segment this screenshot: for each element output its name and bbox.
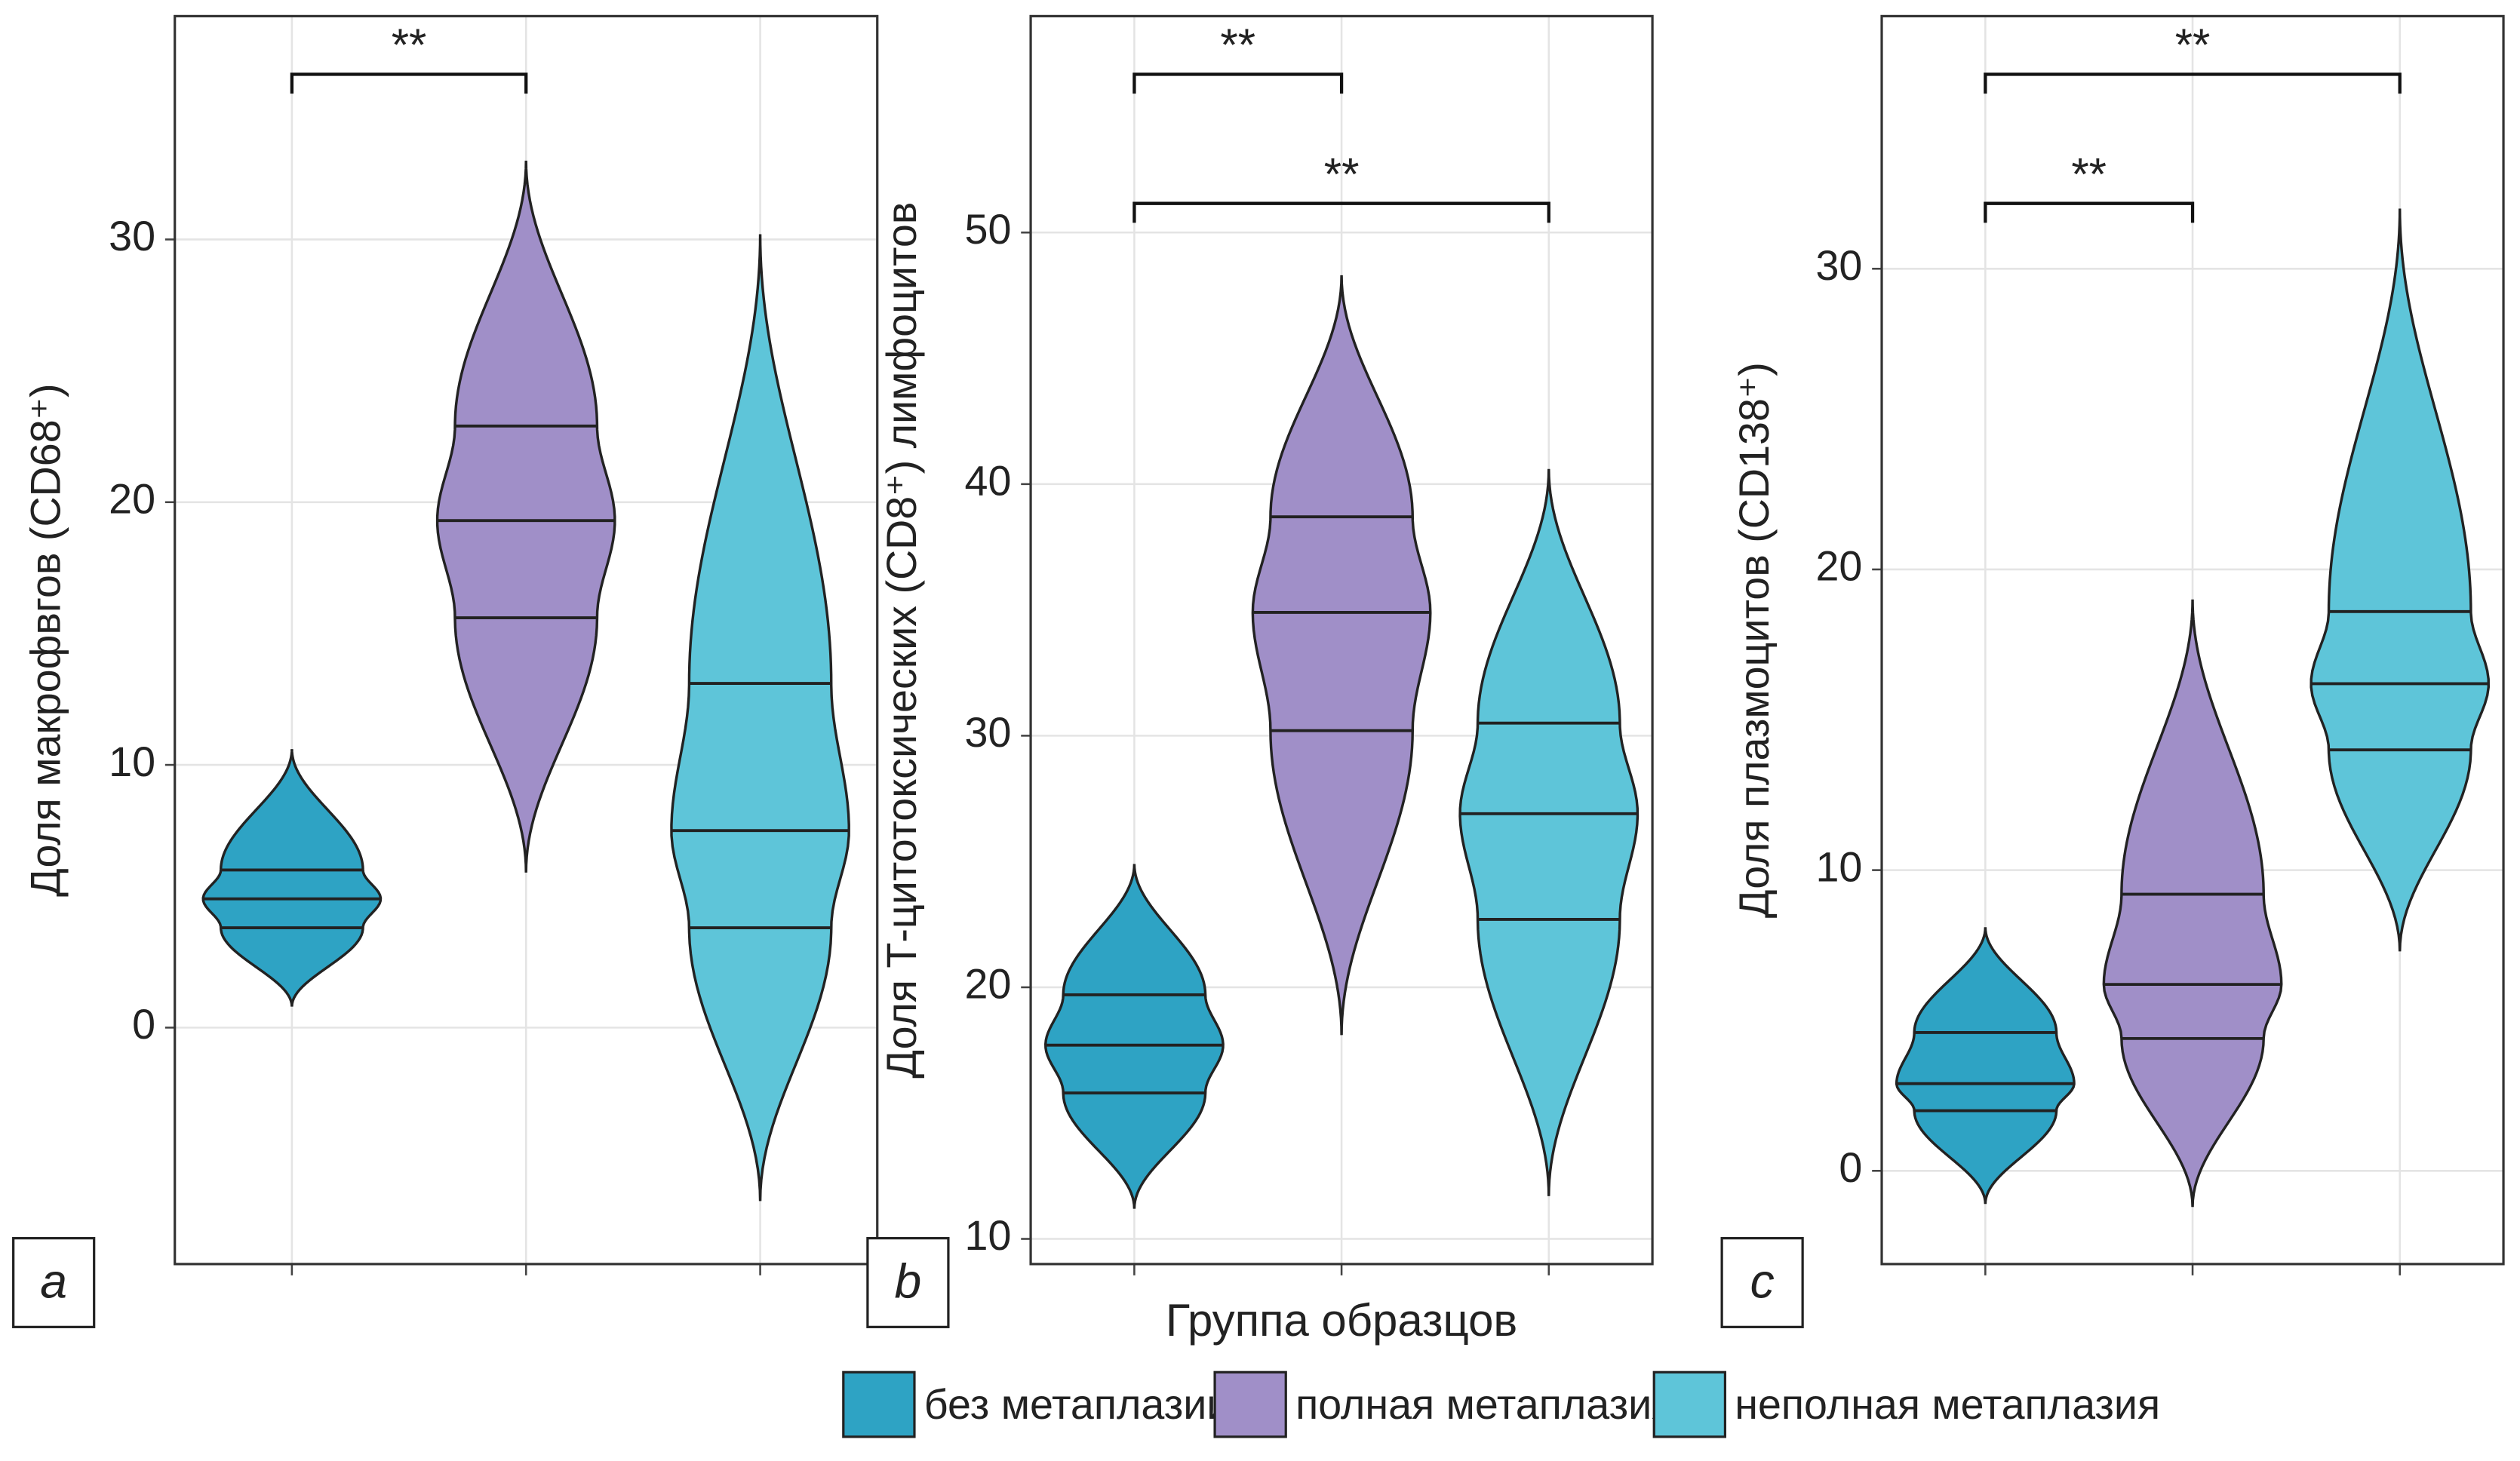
panel-label: a xyxy=(40,1254,67,1309)
x-axis-label: Группа образцов xyxy=(1166,1295,1517,1346)
significance-label: ** xyxy=(1220,20,1255,70)
y-tick-label: 50 xyxy=(965,206,1012,253)
y-tick-label: 10 xyxy=(965,1212,1012,1259)
significance-bracket xyxy=(1984,201,2195,223)
y-tick-label: 20 xyxy=(1815,543,1862,590)
significance-bracket xyxy=(1984,72,2402,94)
y-tick-label: 40 xyxy=(965,458,1012,505)
legend-label: неполная метаплазия xyxy=(1735,1381,2160,1428)
y-axis-label: Доля макрофвгов (CD68⁺) xyxy=(22,383,69,896)
y-axis-label: Доля Т-цитотоксических (CD8⁺) лимфоцитов xyxy=(878,202,925,1079)
significance-label: ** xyxy=(392,20,427,70)
legend-swatch xyxy=(1213,1370,1287,1438)
violin xyxy=(1251,275,1432,1036)
legend-label: без метаплазии xyxy=(924,1381,1231,1428)
y-tick-label: 30 xyxy=(109,213,155,259)
panel-label: c xyxy=(1750,1254,1775,1309)
panel-label-box xyxy=(866,1237,950,1328)
legend-swatch xyxy=(1652,1370,1727,1438)
significance-label: ** xyxy=(1324,149,1360,199)
y-tick-label: 10 xyxy=(109,738,155,785)
y-tick-label: 0 xyxy=(1839,1144,1862,1191)
panel-label-box xyxy=(12,1237,96,1328)
significance-bracket xyxy=(1132,72,1344,94)
significance-bracket xyxy=(290,72,528,94)
y-tick-label: 30 xyxy=(965,709,1012,756)
y-tick-label: 20 xyxy=(109,475,155,522)
violin xyxy=(2102,599,2283,1208)
legend-swatch xyxy=(842,1370,916,1438)
y-tick-label: 20 xyxy=(965,961,1012,1008)
significance-label: ** xyxy=(2071,149,2107,199)
violin xyxy=(435,160,616,873)
significance-bracket xyxy=(1132,201,1550,223)
y-tick-label: 0 xyxy=(132,1001,155,1048)
y-axis-label: Доля плазмоцитов (CD138⁺) xyxy=(1731,362,1778,918)
violin xyxy=(670,234,850,1202)
y-tick-label: 30 xyxy=(1815,242,1862,289)
panel-label-box xyxy=(1720,1237,1804,1328)
plot-border xyxy=(1029,14,1654,1266)
significance-label: ** xyxy=(2175,20,2211,70)
plot-border xyxy=(174,14,879,1266)
violin xyxy=(2309,208,2490,952)
panel-label: b xyxy=(895,1254,922,1309)
plot-border xyxy=(1880,14,2505,1266)
violin xyxy=(1458,468,1640,1196)
y-tick-label: 10 xyxy=(1815,843,1862,890)
violin xyxy=(201,749,383,1007)
legend-label: полная метаплазия xyxy=(1295,1381,1674,1428)
